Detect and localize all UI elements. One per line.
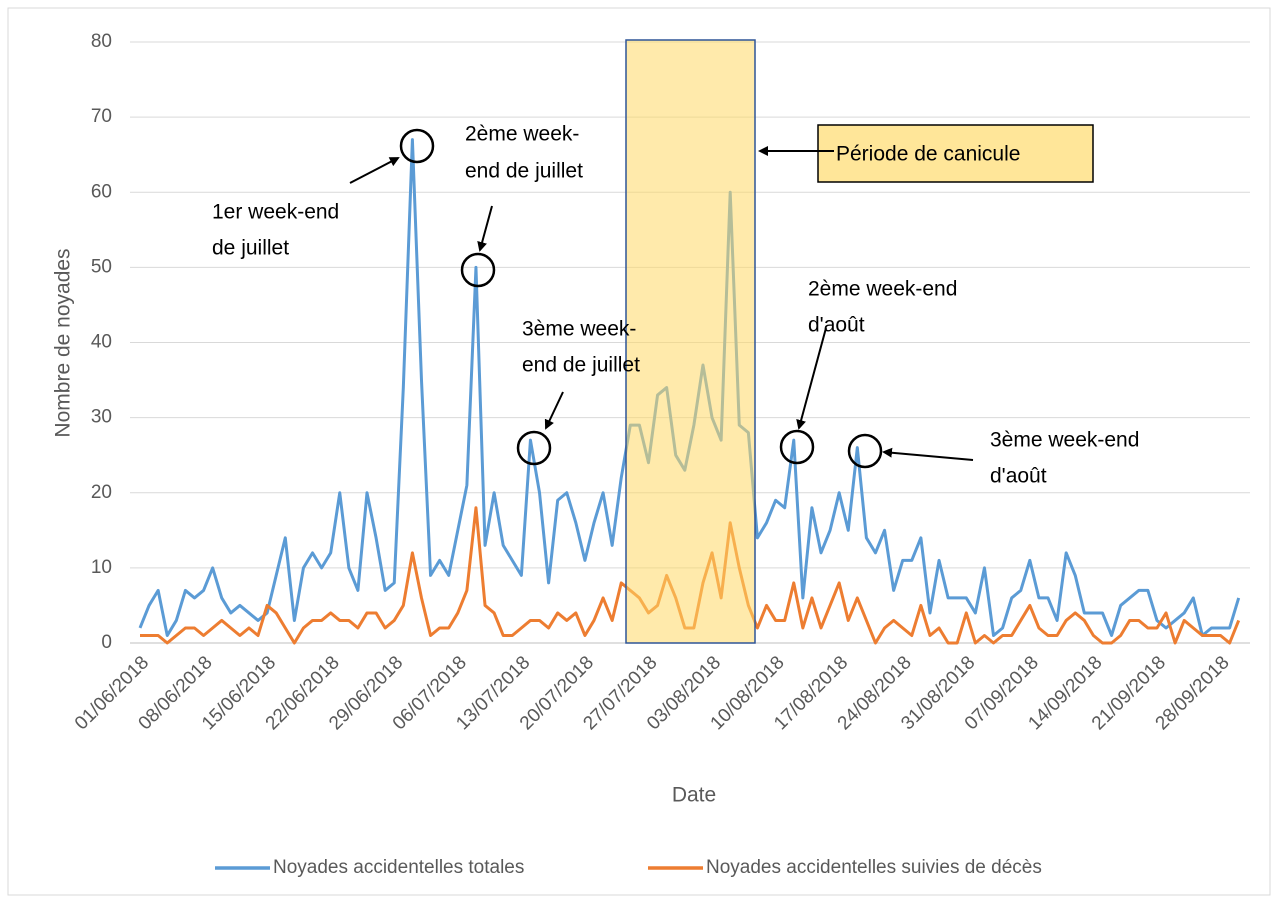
arrow <box>477 205 493 252</box>
arrow <box>796 327 827 430</box>
annotation: d'août <box>808 314 865 337</box>
annotation: 2ème week- <box>465 123 579 146</box>
legend-label: Noyades accidentelles suivies de décès <box>706 857 1042 878</box>
circle <box>516 430 552 466</box>
annotation: 2ème week-end <box>808 278 957 301</box>
annotation: end de juillet <box>522 354 640 377</box>
legend-label: Noyades accidentelles totales <box>273 857 524 878</box>
annotation: de juillet <box>212 237 289 260</box>
y-tick-label: 30 <box>91 407 112 428</box>
y-tick-label: 50 <box>91 256 112 277</box>
annotation: 3ème week- <box>522 318 636 341</box>
arrow <box>882 447 974 461</box>
y-tick-label: 10 <box>91 557 112 578</box>
y-tick-label: 40 <box>91 332 112 353</box>
annotation: 3ème week-end <box>990 429 1139 452</box>
annotation-arrows <box>349 157 974 461</box>
y-tick-label: 80 <box>91 31 112 52</box>
annotation: end de juillet <box>465 160 583 183</box>
circle <box>847 433 883 469</box>
y-tick-label: 60 <box>91 181 112 202</box>
y-tick-label: 70 <box>91 106 112 127</box>
annotation: 1er week-end <box>212 201 339 224</box>
circle <box>399 128 435 164</box>
x-axis-label: Date <box>672 784 716 807</box>
highlight-label-box <box>817 124 1094 183</box>
annotation: d'août <box>990 465 1047 488</box>
y-axis-label: Nombre de noyades <box>52 248 75 437</box>
circle <box>779 429 815 465</box>
legend: Noyades accidentelles totales Noyades acc… <box>215 857 1042 878</box>
overlay <box>625 39 756 644</box>
arrow <box>349 157 400 184</box>
y-tick-label: 20 <box>91 482 112 503</box>
annotation-circles <box>399 128 883 469</box>
arrow <box>544 391 564 430</box>
highlight-label: Période de canicule <box>836 143 1020 166</box>
circle <box>460 252 496 288</box>
y-tick-label: 0 <box>101 632 112 653</box>
highlight-band <box>625 39 756 644</box>
